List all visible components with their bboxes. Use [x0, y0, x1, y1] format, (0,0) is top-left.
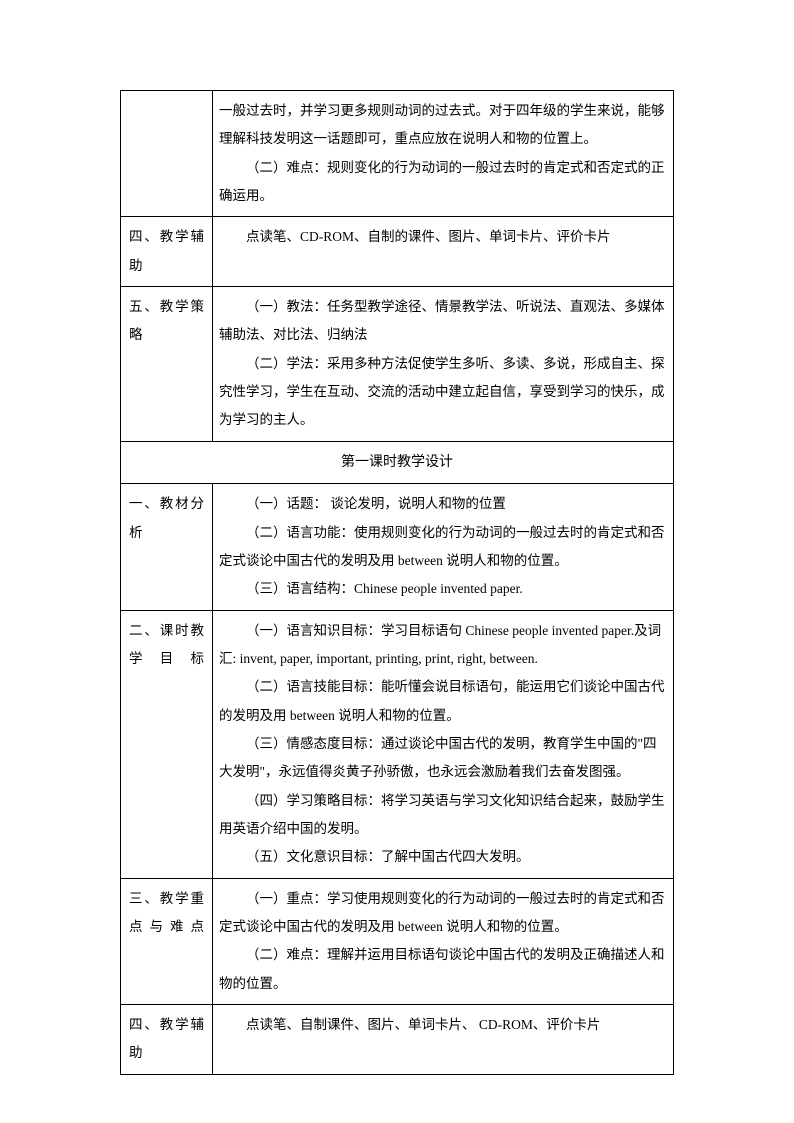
table-row: 一、教材分析（一）话题： 谈论发明，说明人和物的位置（二）语言功能：使用规则变化…: [121, 484, 674, 610]
table-row: 一般过去时，并学习更多规则动词的过去式。对于四年级的学生来说，能够理解科技发明这…: [121, 91, 674, 217]
label-cell: 四、教学辅助: [121, 217, 213, 287]
label-cell: 一、教材分析: [121, 484, 213, 610]
content-paragraph: （二）难点：理解并运用目标语句谈论中国古代的发明及正确描述人和物的位置。: [219, 941, 667, 998]
label-cell: 三、教学重点与难点: [121, 878, 213, 1004]
content-paragraph: （一）话题： 谈论发明，说明人和物的位置: [219, 490, 667, 518]
table-row: 三、教学重点与难点（一）重点：学习使用规则变化的行为动词的一般过去时的肯定式和否…: [121, 878, 674, 1004]
content-paragraph: （二）语言功能：使用规则变化的行为动词的一般过去时的肯定式和否定式谈论中国古代的…: [219, 519, 667, 576]
content-paragraph: （三）情感态度目标：通过谈论中国古代的发明，教育学生中国的"四大发明"，永远值得…: [219, 730, 667, 787]
content-cell: （一）教法：任务型教学途径、情景教学法、听说法、直观法、多媒体辅助法、对比法、归…: [213, 287, 674, 442]
table-row: 四、教学辅助点读笔、CD-ROM、自制的课件、图片、单词卡片、评价卡片: [121, 217, 674, 287]
content-paragraph: 点读笔、自制课件、图片、单词卡片、 CD-ROM、评价卡片: [219, 1011, 667, 1039]
content-paragraph: （五）文化意识目标：了解中国古代四大发明。: [219, 843, 667, 871]
content-paragraph: （四）学习策略目标：将学习英语与学习文化知识结合起来，鼓励学生用英语介绍中国的发…: [219, 787, 667, 844]
content-paragraph: （二）难点：规则变化的行为动词的一般过去时的肯定式和否定式的正确运用。: [219, 154, 667, 211]
lesson-plan-table: 一般过去时，并学习更多规则动词的过去式。对于四年级的学生来说，能够理解科技发明这…: [120, 90, 674, 1075]
content-paragraph: （一）教法：任务型教学途径、情景教学法、听说法、直观法、多媒体辅助法、对比法、归…: [219, 293, 667, 350]
content-cell: 一般过去时，并学习更多规则动词的过去式。对于四年级的学生来说，能够理解科技发明这…: [213, 91, 674, 217]
table-row: 二、课时教学目标（一）语言知识目标：学习目标语句 Chinese people …: [121, 610, 674, 878]
content-cell: （一）重点：学习使用规则变化的行为动词的一般过去时的肯定式和否定式谈论中国古代的…: [213, 878, 674, 1004]
content-paragraph: （一）重点：学习使用规则变化的行为动词的一般过去时的肯定式和否定式谈论中国古代的…: [219, 885, 667, 942]
label-cell: [121, 91, 213, 217]
section-header: 第一课时教学设计: [121, 441, 674, 483]
content-paragraph: 点读笔、CD-ROM、自制的课件、图片、单词卡片、评价卡片: [219, 223, 667, 251]
table-row: 五、教学策略（一）教法：任务型教学途径、情景教学法、听说法、直观法、多媒体辅助法…: [121, 287, 674, 442]
content-paragraph: （二）语言技能目标：能听懂会说目标语句，能运用它们谈论中国古代的发明及用 bet…: [219, 673, 667, 730]
content-cell: （一）语言知识目标：学习目标语句 Chinese people invented…: [213, 610, 674, 878]
content-paragraph: 一般过去时，并学习更多规则动词的过去式。对于四年级的学生来说，能够理解科技发明这…: [219, 97, 667, 154]
section-header-row: 第一课时教学设计: [121, 441, 674, 483]
content-paragraph: （二）学法：采用多种方法促使学生多听、多读、多说，形成自主、探究性学习，学生在互…: [219, 350, 667, 435]
content-paragraph: （一）语言知识目标：学习目标语句 Chinese people invented…: [219, 617, 667, 674]
content-cell: 点读笔、CD-ROM、自制的课件、图片、单词卡片、评价卡片: [213, 217, 674, 287]
label-cell: 四、教学辅助: [121, 1005, 213, 1075]
content-cell: （一）话题： 谈论发明，说明人和物的位置（二）语言功能：使用规则变化的行为动词的…: [213, 484, 674, 610]
table-row: 四、教学辅助点读笔、自制课件、图片、单词卡片、 CD-ROM、评价卡片: [121, 1005, 674, 1075]
content-cell: 点读笔、自制课件、图片、单词卡片、 CD-ROM、评价卡片: [213, 1005, 674, 1075]
label-cell: 二、课时教学目标: [121, 610, 213, 878]
label-cell: 五、教学策略: [121, 287, 213, 442]
content-paragraph: （三）语言结构：Chinese people invented paper.: [219, 575, 667, 603]
